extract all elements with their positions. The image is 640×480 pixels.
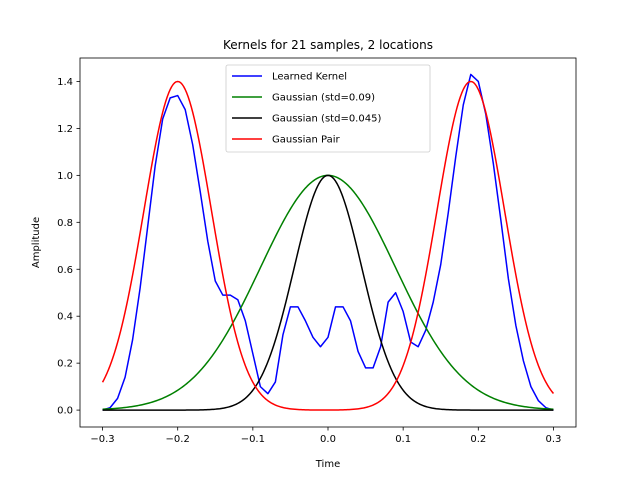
y-tick-label: 0.8: [57, 218, 73, 229]
legend: Learned Kernel Gaussian (std=0.09) Gaussia…: [225, 64, 431, 153]
legend-label-gaussian-std-0-09: Gaussian (std=0.09): [272, 93, 375, 104]
x-axis-label: Time: [315, 459, 340, 470]
legend-box: [225, 64, 431, 153]
y-tick-label: 1.4: [57, 77, 73, 88]
x-tick-label: 0.1: [395, 434, 411, 445]
series-line-gaussian-pair: [101, 80, 555, 411]
y-tick-label: 0.4: [57, 312, 73, 323]
x-tick-label: 0.3: [546, 434, 562, 445]
legend-label-learned-kernel: Learned Kernel: [272, 72, 347, 83]
plot-lines: [101, 73, 555, 411]
y-tick-label: 0.0: [57, 406, 73, 417]
x-tick-label: −0.2: [166, 434, 190, 445]
legend-label-gaussian-pair: Gaussian Pair: [272, 135, 341, 146]
x-tick-label: 0.2: [470, 434, 486, 445]
chart-title: Kernels for 21 samples, 2 locations: [223, 38, 433, 52]
y-axis: 0.0 0.2 0.4 0.6 0.8 1.0 1.2 1.4: [57, 77, 80, 417]
x-tick-label: 0.0: [320, 434, 336, 445]
y-tick-label: 1.2: [57, 124, 73, 135]
y-tick-label: 0.2: [57, 359, 73, 370]
x-tick-label: −0.1: [241, 434, 265, 445]
series-line-learned-kernel: [102, 73, 554, 411]
y-tick-label: 1.0: [57, 171, 73, 182]
x-axis: −0.3 −0.2 −0.1 0.0 0.1 0.2 0.3: [90, 427, 561, 445]
y-tick-label: 0.6: [57, 265, 73, 276]
legend-label-gaussian-std-0-045: Gaussian (std=0.045): [272, 114, 381, 125]
y-axis-label: Amplitude: [31, 217, 42, 268]
x-tick-label: −0.3: [90, 434, 114, 445]
series-line-gaussian-std-0-045: [102, 174, 554, 411]
